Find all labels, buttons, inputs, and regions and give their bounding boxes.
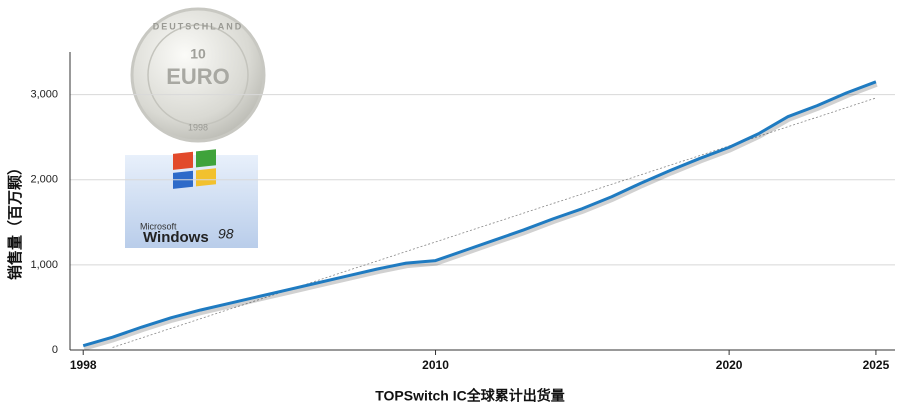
y-tick-label: 1,000 [30,259,58,271]
coin-image: DEUTSCHLAND 10 EURO 1998 [130,7,266,143]
y-tick-label: 0 [52,344,58,356]
line-shadow [83,82,878,351]
windows-version: 98 [218,226,234,242]
coin-year: 1998 [188,122,208,132]
x-axis-title: TOPSwitch IC全球累计出货量 [375,388,565,404]
x-tick-label: 2020 [716,358,743,372]
y-axis-title: 销售量（百万颗） [6,160,24,280]
windows-image: Microsoft Windows 98 [125,149,258,248]
coin-currency: EURO [166,64,230,89]
y-tick-label: 3,000 [30,88,58,100]
x-tick-label: 2025 [863,358,890,372]
coin-denomination: 10 [190,46,206,62]
y-tick-label: 2,000 [30,174,58,186]
windows-maker: Microsoft [140,221,177,231]
windows-product: Windows [143,229,209,246]
x-tick-label: 2010 [422,358,449,372]
line [82,80,877,348]
coin-country: DEUTSCHLAND [153,21,244,31]
x-tick-label: 1998 [70,358,97,372]
